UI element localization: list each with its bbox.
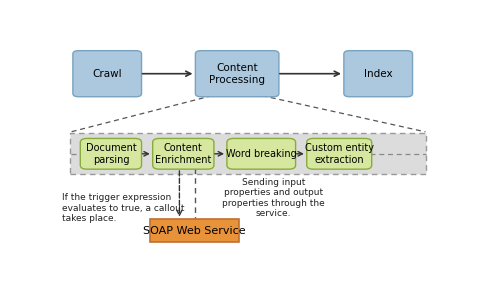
Text: Index: Index	[364, 69, 392, 79]
FancyBboxPatch shape	[150, 219, 239, 242]
Text: Content
Processing: Content Processing	[209, 63, 265, 84]
Text: If the trigger expression
evaluates to true, a callout
takes place.: If the trigger expression evaluates to t…	[62, 193, 184, 223]
FancyBboxPatch shape	[80, 139, 142, 169]
Text: Word breaking: Word breaking	[226, 149, 297, 159]
FancyBboxPatch shape	[70, 133, 426, 174]
Text: Document
parsing: Document parsing	[86, 143, 137, 165]
Text: Crawl: Crawl	[92, 69, 122, 79]
FancyBboxPatch shape	[73, 51, 142, 97]
FancyBboxPatch shape	[344, 51, 412, 97]
FancyBboxPatch shape	[227, 139, 296, 169]
Text: Content
Enrichment: Content Enrichment	[155, 143, 212, 165]
FancyBboxPatch shape	[307, 139, 372, 169]
FancyBboxPatch shape	[153, 139, 214, 169]
Text: SOAP Web Service: SOAP Web Service	[143, 226, 246, 236]
FancyBboxPatch shape	[195, 51, 279, 97]
Text: Custom entity
extraction: Custom entity extraction	[305, 143, 374, 165]
Text: Sending input
properties and output
properties through the
service.: Sending input properties and output prop…	[222, 178, 325, 218]
